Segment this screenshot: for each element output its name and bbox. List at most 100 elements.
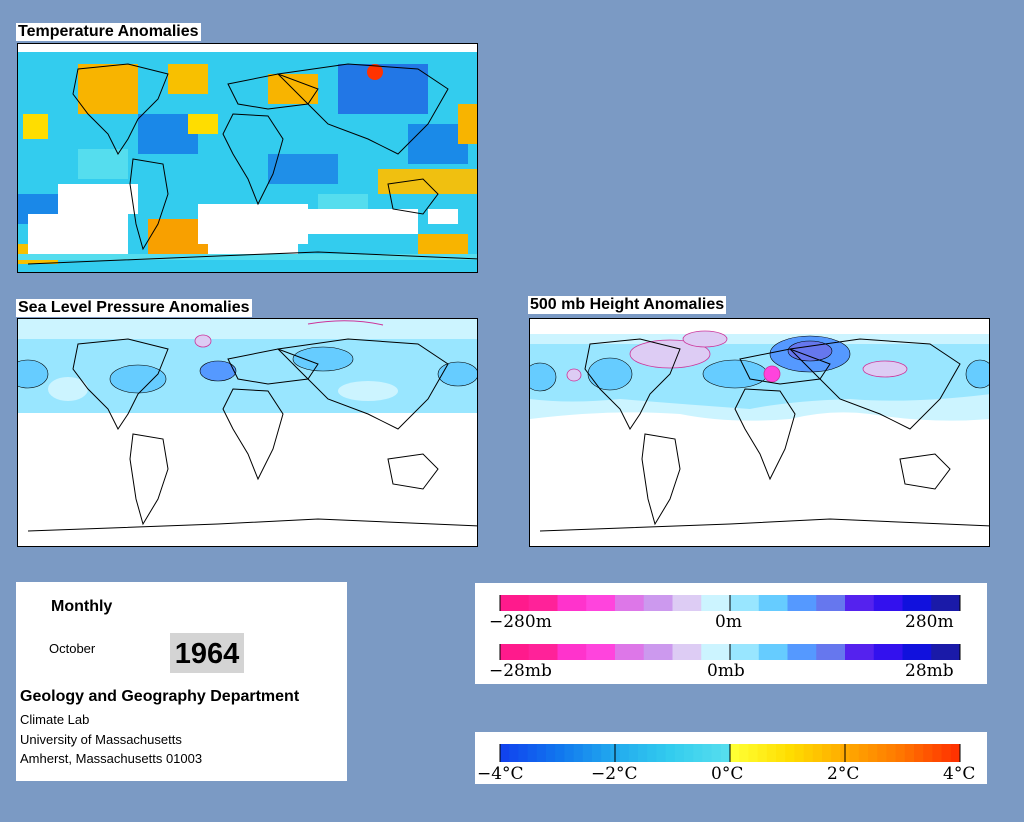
temperature-scale-swatch xyxy=(619,744,630,762)
pressure-scale-swatch xyxy=(730,644,760,660)
temperature-scale-swatch xyxy=(702,744,713,762)
temperature-scale-swatch xyxy=(546,744,556,762)
temperature-legend-label-2: −2°C xyxy=(591,764,638,784)
pressure-scale-swatch xyxy=(701,644,731,660)
pressure-scale-swatch xyxy=(873,644,903,660)
temperature-scale-swatch xyxy=(536,744,547,762)
pressure-map-title: Sea Level Pressure Anomalies xyxy=(16,299,252,317)
height-map-title: 500 mb Height Anomalies xyxy=(528,296,727,314)
pressure-scale-swatch xyxy=(902,644,932,660)
height-color-scale xyxy=(499,595,961,611)
temperature-legend-label-5: 4°C xyxy=(943,764,975,784)
temperature-scale-swatch xyxy=(950,744,961,762)
height-scale-swatch xyxy=(643,595,673,611)
temperature-scale-swatch xyxy=(794,744,805,762)
pressure-scale-swatch xyxy=(643,644,673,660)
temperature-scale-swatch xyxy=(684,744,694,762)
temperature-legend-label-1: −4°C xyxy=(477,764,524,784)
height-scale-swatch xyxy=(730,595,760,611)
temperature-scale-swatch xyxy=(665,744,676,762)
pressure-legend-min: −28mb xyxy=(489,661,552,681)
pressure-anomaly-map xyxy=(17,318,478,547)
year-display: 1964 xyxy=(170,633,244,673)
height-scale-swatch xyxy=(873,595,903,611)
temperature-scale-swatch xyxy=(748,744,759,762)
temperature-scale-swatch xyxy=(822,744,832,762)
temperature-scale-swatch xyxy=(886,744,897,762)
temperature-scale-swatch xyxy=(601,744,611,762)
pressure-scale-swatch xyxy=(557,644,587,660)
temperature-scale-swatch xyxy=(757,744,768,762)
temperature-scale-swatch xyxy=(895,744,906,762)
temperature-scale-swatch xyxy=(656,744,667,762)
temperature-scale-swatch xyxy=(592,744,602,762)
temperature-scale-swatch xyxy=(527,744,538,762)
temperature-legend: −4°C −2°C 0°C 2°C 4°C xyxy=(475,732,987,784)
temperature-scale-swatch xyxy=(923,744,933,762)
temperature-scale-swatch xyxy=(914,744,924,762)
temperature-scale-swatch xyxy=(674,744,685,762)
pressure-scale-swatch xyxy=(500,644,530,660)
temperature-scale-swatch xyxy=(941,744,952,762)
department-name: Geology and Geography Department xyxy=(20,688,300,705)
pressure-scale-swatch xyxy=(615,644,645,660)
pressure-scale-swatch xyxy=(787,644,817,660)
temperature-map-title: Temperature Anomalies xyxy=(16,23,201,41)
temperature-scale-swatch xyxy=(518,744,529,762)
temperature-scale-swatch xyxy=(638,744,648,762)
temperature-scale-swatch xyxy=(904,744,915,762)
temperature-scale-swatch xyxy=(693,744,703,762)
info-panel: Monthly October 1964 Geology and Geograp… xyxy=(16,582,347,781)
height-scale-swatch xyxy=(500,595,530,611)
height-scale-swatch xyxy=(615,595,645,611)
height-scale-swatch xyxy=(902,595,932,611)
temperature-color-scale xyxy=(499,744,961,762)
pressure-scale-swatch xyxy=(672,644,702,660)
height-legend-min: −280m xyxy=(489,612,552,632)
temperature-scale-swatch xyxy=(500,744,510,762)
temperature-scale-swatch xyxy=(858,744,869,762)
temperature-scale-swatch xyxy=(647,744,657,762)
height-scale-swatch xyxy=(586,595,616,611)
height-scale-swatch xyxy=(758,595,788,611)
temperature-scale-swatch xyxy=(555,744,565,762)
temperature-anomaly-map xyxy=(17,43,478,273)
pressure-color-scale xyxy=(499,644,961,660)
pressure-scale-swatch xyxy=(931,644,961,660)
temperature-legend-label-4: 2°C xyxy=(827,764,859,784)
pressure-scale-swatch xyxy=(528,644,558,660)
temperature-scale-swatch xyxy=(720,744,731,762)
temperature-scale-swatch xyxy=(766,744,777,762)
temperature-scale-swatch xyxy=(849,744,860,762)
temperature-scale-swatch xyxy=(582,744,593,762)
temperature-legend-label-3: 0°C xyxy=(711,764,743,784)
temperature-scale-swatch xyxy=(803,744,814,762)
temperature-scale-swatch xyxy=(739,744,749,762)
temperature-scale-swatch xyxy=(573,744,584,762)
temperature-scale-swatch xyxy=(932,744,943,762)
pressure-scale-swatch xyxy=(845,644,875,660)
pressure-scale-swatch xyxy=(586,644,616,660)
temperature-scale-swatch xyxy=(564,744,575,762)
month-label: October xyxy=(49,641,96,656)
temperature-scale-swatch xyxy=(628,744,639,762)
pressure-scale-swatch xyxy=(816,644,846,660)
height-scale-swatch xyxy=(787,595,817,611)
temperature-scale-swatch xyxy=(776,744,786,762)
height-scale-swatch xyxy=(557,595,587,611)
temperature-scale-swatch xyxy=(831,744,841,762)
pressure-scale-swatch xyxy=(758,644,788,660)
height-legend-mid: 0m xyxy=(715,612,742,632)
temperature-scale-swatch xyxy=(785,744,795,762)
height-scale-swatch xyxy=(845,595,875,611)
period-label: Monthly xyxy=(51,598,113,615)
temperature-scale-swatch xyxy=(868,744,878,762)
height-scale-swatch xyxy=(701,595,731,611)
address-line-3: Amherst, Massachusetts 01003 xyxy=(20,751,203,766)
pressure-legend-max: 28mb xyxy=(905,661,954,681)
address-line-2: University of Massachusetts xyxy=(20,732,182,747)
height-scale-swatch xyxy=(931,595,961,611)
temperature-scale-swatch xyxy=(711,744,722,762)
pressure-legend-mid: 0mb xyxy=(707,661,745,681)
height-anomaly-map xyxy=(529,318,990,547)
